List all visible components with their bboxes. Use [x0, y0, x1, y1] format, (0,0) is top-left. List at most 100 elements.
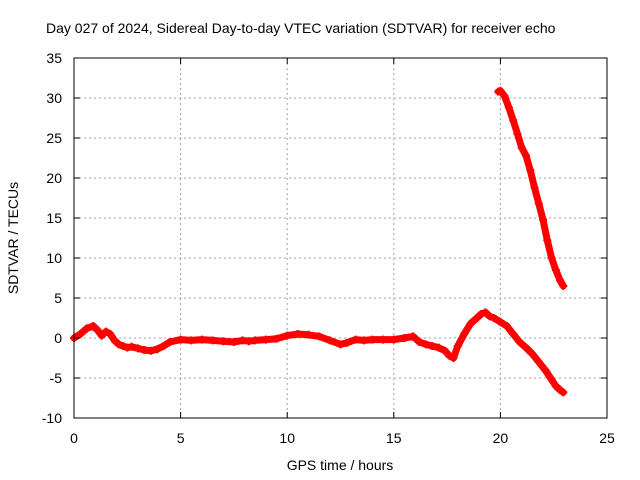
data-point — [342, 338, 351, 347]
data-point — [421, 340, 430, 349]
data-point — [496, 86, 505, 95]
data-point — [97, 331, 106, 340]
y-tick-label: 20 — [46, 170, 62, 186]
data-point — [466, 319, 475, 328]
x-axis-label: GPS time / hours — [287, 457, 394, 473]
data-point — [415, 338, 424, 346]
data-point — [551, 382, 560, 390]
data-point — [500, 92, 509, 101]
data-point — [176, 335, 185, 344]
x-tick-label: 25 — [599, 430, 615, 446]
data-point — [153, 345, 162, 354]
data-point — [197, 335, 206, 344]
data-point — [89, 322, 98, 330]
data-point — [251, 336, 260, 345]
data-point — [472, 314, 481, 322]
grid — [74, 58, 607, 418]
data-point — [551, 266, 560, 274]
data-point — [272, 334, 281, 343]
data-point — [208, 336, 217, 345]
y-tick-label: 25 — [46, 130, 62, 146]
data-point — [521, 343, 530, 352]
data-point — [106, 330, 115, 338]
data-point — [293, 330, 302, 338]
data-point — [389, 335, 398, 344]
data-point — [515, 338, 524, 346]
data-point — [485, 312, 494, 321]
data-point — [159, 342, 168, 350]
y-tick-label: 10 — [46, 250, 62, 266]
data-point — [534, 358, 543, 366]
plot-frame — [73, 57, 608, 419]
data-point — [119, 342, 128, 350]
y-tick-label: -10 — [42, 410, 62, 426]
data-point — [133, 344, 142, 353]
data-point — [449, 354, 458, 362]
series-line — [70, 308, 567, 396]
y-tick-label: 30 — [46, 90, 62, 106]
data-point — [76, 330, 85, 338]
chart-title: Day 027 of 2024, Sidereal Day-to-day VTE… — [46, 20, 556, 36]
data-point — [539, 215, 548, 224]
data-point — [509, 116, 518, 125]
data-point — [187, 336, 196, 345]
data-point — [490, 314, 499, 322]
data-point — [559, 388, 568, 397]
y-tick-label: 35 — [46, 50, 62, 66]
data-point — [336, 340, 345, 349]
data-point — [481, 308, 490, 317]
data-point — [428, 342, 437, 350]
data-point — [547, 375, 556, 384]
data-point — [453, 342, 462, 350]
data-point — [261, 335, 270, 344]
data-point — [547, 254, 556, 262]
y-tick-label: -5 — [50, 370, 63, 386]
data-point — [526, 166, 535, 174]
y-tick-label: 0 — [54, 330, 62, 346]
data-point — [400, 334, 409, 342]
data-point — [379, 335, 388, 344]
axis-ticks: 0 5 10 15 20 25 -10 -5 0 5 10 15 20 25 30 35 — [42, 50, 615, 446]
data-point — [351, 335, 360, 344]
data-point — [93, 326, 102, 334]
x-tick-label: 5 — [177, 430, 185, 446]
x-tick-label: 15 — [386, 430, 402, 446]
data-point — [82, 324, 91, 333]
series-rising-track — [494, 86, 568, 290]
data-point — [114, 340, 123, 349]
data-point — [127, 342, 136, 351]
data-point — [408, 332, 417, 341]
data-point — [219, 337, 228, 346]
data-point — [528, 350, 537, 358]
data-point — [543, 236, 552, 245]
data-point — [359, 336, 368, 345]
data-point — [229, 338, 238, 346]
data-point — [477, 310, 486, 318]
data-point — [101, 327, 110, 336]
data-point — [283, 331, 292, 340]
data-point — [315, 332, 324, 341]
data-point — [509, 330, 518, 338]
data-point — [304, 330, 313, 339]
data-point — [559, 282, 568, 290]
x-tick-label: 0 — [70, 430, 78, 446]
data-point — [517, 143, 526, 152]
x-tick-label: 20 — [493, 430, 509, 446]
data-point — [504, 103, 513, 112]
data-point — [460, 330, 469, 338]
data-point — [110, 336, 119, 345]
data-point — [368, 335, 377, 344]
series-main-track — [70, 308, 568, 397]
data-point — [496, 318, 505, 326]
y-tick-label: 15 — [46, 210, 62, 226]
data-point — [440, 346, 449, 355]
data-point — [502, 322, 511, 330]
data-point — [530, 183, 539, 192]
data-point — [541, 366, 550, 374]
data-point — [434, 343, 443, 352]
data-point — [521, 151, 530, 160]
x-tick-label: 10 — [279, 430, 295, 446]
y-tick-label: 5 — [54, 290, 62, 306]
series-layer — [70, 86, 568, 397]
data-point — [534, 199, 543, 208]
